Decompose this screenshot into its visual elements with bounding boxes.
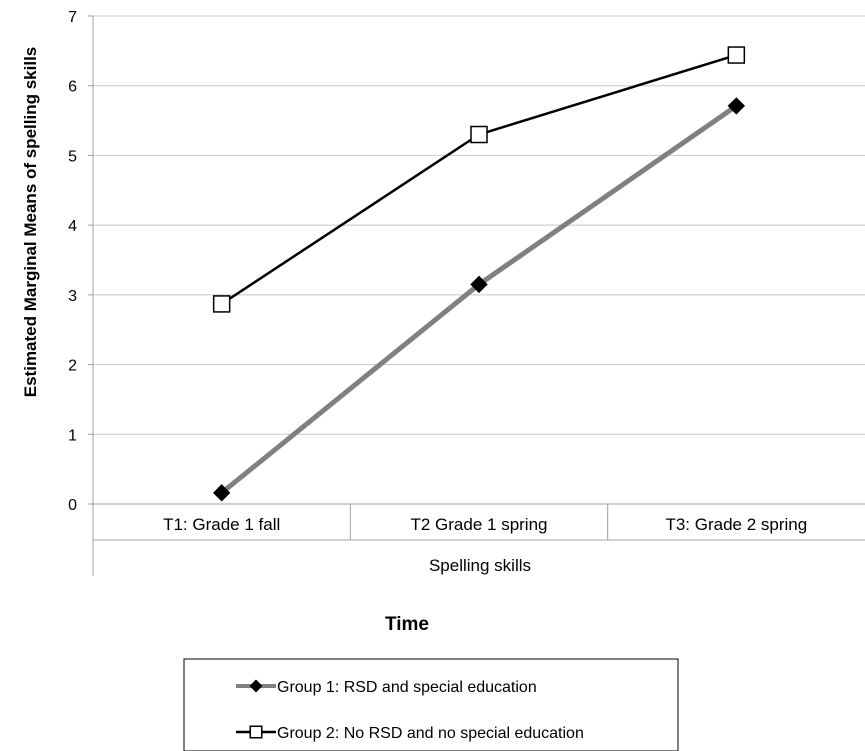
data-point-diamond (470, 275, 488, 294)
y-tick-label: 5 (68, 148, 77, 165)
y-tick-label: 1 (68, 427, 77, 444)
axes (88, 15, 865, 576)
y-tick-label: 3 (68, 288, 77, 305)
data-point-diamond (249, 679, 263, 693)
data-point-square (727, 46, 746, 64)
data-point-diamond (212, 484, 231, 502)
y-tick-label: 7 (68, 9, 77, 26)
series-line (220, 53, 738, 306)
y-tick-label: 4 (68, 218, 77, 235)
data-point-square (470, 125, 488, 144)
x-tick-label: T3: Grade 2 spring (665, 515, 807, 534)
x-group-label: Spelling skills (429, 556, 531, 575)
x-category-labels: T1: Grade 1 fall T2 Grade 1 spring T3: Gra… (163, 515, 807, 534)
y-axis-label: Estimated Marginal Means of spelling ski… (21, 47, 40, 397)
y-tick-label: 2 (68, 358, 77, 375)
data-point-square (249, 725, 263, 739)
legend-item-2: Group 2: No RSD and no special education (236, 725, 584, 742)
x-tick-label: T2 Grade 1 spring (410, 515, 547, 534)
legend-box (183, 658, 679, 751)
x-tick-label: T1: Grade 1 fall (163, 515, 280, 534)
y-tick-label: 0 (68, 497, 77, 514)
y-tick-label: 6 (68, 79, 77, 96)
data-point-diamond (727, 97, 746, 115)
legend: Group 1: RSD and special education Group … (183, 658, 679, 751)
x-axis-label: Time (385, 614, 429, 635)
data-point-square (212, 295, 231, 313)
y-tick-labels: 0 1 2 3 4 5 6 7 (68, 9, 77, 514)
gridlines (93, 15, 865, 435)
series-2 (212, 46, 746, 313)
legend-label: Group 2: No RSD and no special education (277, 725, 584, 742)
legend-label: Group 1: RSD and special education (277, 679, 537, 696)
series-line (219, 103, 739, 496)
legend-item-1: Group 1: RSD and special education (236, 679, 537, 696)
series-layer (212, 46, 746, 502)
series-1 (212, 97, 746, 502)
